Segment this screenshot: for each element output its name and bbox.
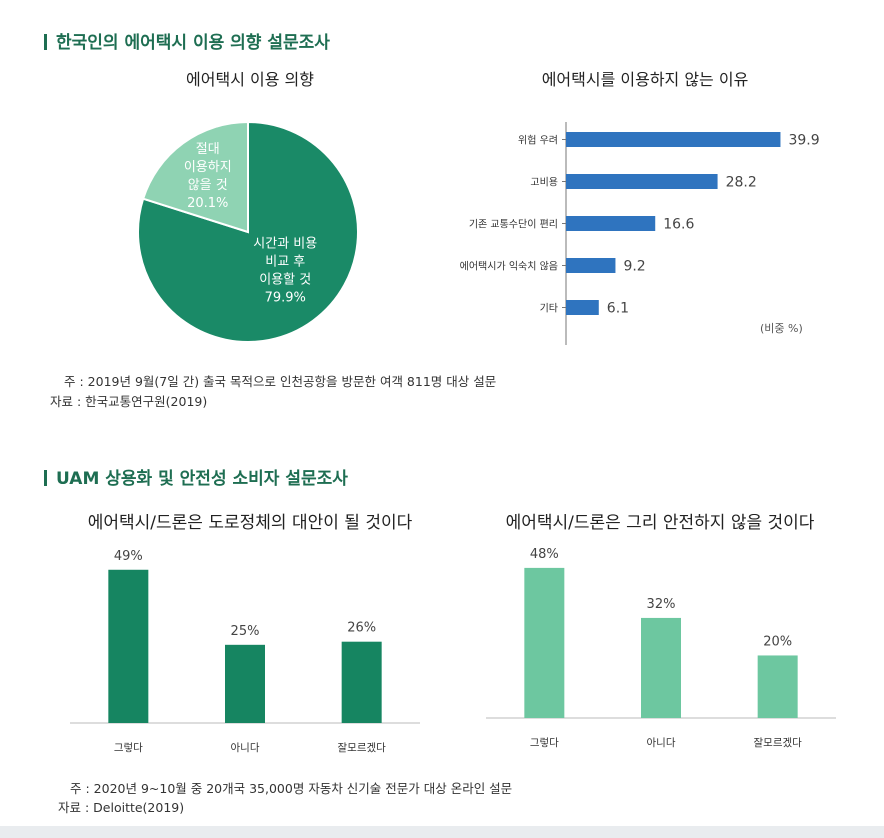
hbar-bar — [566, 174, 718, 189]
vbar1-category-label: 그렇다 — [114, 741, 143, 754]
vbar2-bar — [524, 567, 565, 718]
vbar2-value-label: 20% — [763, 634, 792, 649]
hbar-chart: 위험 우려 39.9 고비용 28.2 기존 교통수단이 편리 16.6 에어택시가 익숙치… — [460, 122, 820, 345]
vbar2-bar — [641, 617, 681, 718]
hbar-unit-note: (비중 %) — [760, 322, 803, 335]
hbar-bar — [566, 132, 781, 147]
hbar-bar — [566, 258, 616, 273]
pie-slice-label-0: 시간과 비용 — [253, 236, 317, 251]
hbar-category-label: 고비용 — [530, 177, 558, 189]
section-marker — [44, 470, 47, 486]
vbar2-category-label: 잘모르겠다 — [754, 737, 803, 749]
section-title-1: 한국인의 에어택시 이용 의향 설문조사 — [44, 28, 330, 53]
vbar1-bar — [225, 644, 265, 723]
pie-slice-label-0: 이용할 것 — [259, 272, 311, 287]
pie-value-label-1: 20.1% — [187, 196, 228, 211]
hbar-category-label: 기존 교통수단이 편리 — [469, 219, 558, 231]
hbar-value-label: 39.9 — [788, 133, 819, 149]
hbar-bar — [566, 300, 599, 315]
hbar-category-label: 에어택시가 익숙치 않음 — [460, 261, 558, 273]
hbar-value-label: 16.6 — [663, 217, 694, 233]
hbar-value-label: 28.2 — [726, 175, 757, 191]
note-2: 주 : 2020년 9~10월 중 20개국 35,000명 자동차 신기술 전… — [70, 781, 513, 796]
vbar2-value-label: 32% — [647, 597, 676, 612]
section-title-2: UAM 상용화 및 안전성 소비자 설문조사 — [44, 464, 348, 489]
source-1: 자료 : 한국교통연구원(2019) — [50, 394, 208, 409]
pie-slice-label-1: 이용하지 — [184, 160, 232, 175]
vbar1-value-label: 25% — [231, 624, 260, 639]
vbar1-bar — [341, 641, 382, 723]
pie-chart-title: 에어택시 이용 의향 — [186, 70, 314, 89]
hbar-bar — [566, 216, 656, 231]
vbar1-value-label: 49% — [114, 549, 143, 564]
vbar2-category-label: 아니다 — [647, 737, 676, 749]
section-title-1-text: 한국인의 에어택시 이용 의향 설문조사 — [56, 33, 330, 53]
pie-value-label-0: 79.9% — [265, 290, 306, 305]
vbar2-chart: 48% 그렇다 32% 아니다 20% 잘모르겠다 — [486, 547, 836, 749]
vbar1-value-label: 26% — [347, 621, 376, 636]
vbar1-category-label: 잘모르겠다 — [338, 742, 387, 754]
hbar-chart-title: 에어택시를 이용하지 않는 이유 — [541, 70, 749, 89]
section-marker — [44, 34, 47, 50]
note-1: 주 : 2019년 9월(7일 간) 출국 목적으로 인천공항을 방문한 여객 … — [64, 374, 497, 389]
pie-slice-label-0: 비교 후 — [265, 254, 305, 269]
hbar-category-label: 기타 — [540, 303, 558, 315]
vbar2-bar — [757, 655, 798, 718]
section-title-2-text: UAM 상용화 및 안전성 소비자 설문조사 — [56, 469, 348, 489]
source-2: 자료 : Deloitte(2019) — [58, 800, 185, 815]
vbar2-chart-title: 에어택시/드론은 그리 안전하지 않을 것이다 — [505, 513, 815, 533]
hbar-value-label: 6.1 — [607, 301, 629, 317]
vbar1-chart: 49% 그렇다 25% 아니다 26% 잘모르겠다 — [70, 549, 420, 754]
pie-slice-1 — [141, 120, 249, 234]
vbar1-bar — [108, 569, 149, 723]
vbar1-category-label: 아니다 — [231, 742, 260, 754]
hbar-value-label: 9.2 — [623, 259, 645, 275]
vbar2-category-label: 그렇다 — [530, 736, 559, 749]
pie-slice-label-1: 않을 것 — [188, 178, 228, 193]
vbar2-value-label: 48% — [530, 547, 559, 562]
pie-slice-label-1: 절대 — [196, 142, 220, 157]
bottom-divider — [0, 826, 884, 838]
hbar-category-label: 위험 우려 — [518, 134, 558, 147]
vbar1-chart-title: 에어택시/드론은 도로정체의 대안이 될 것이다 — [87, 513, 413, 533]
